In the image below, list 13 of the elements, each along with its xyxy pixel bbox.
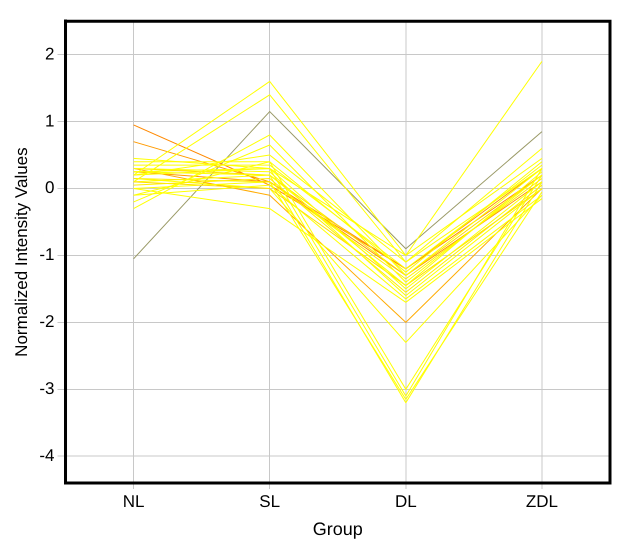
y-tick-label: -4	[39, 446, 55, 465]
x-tick-label: SL	[259, 492, 280, 511]
y-tick-label: -3	[39, 378, 55, 398]
y-tick-label: 1	[45, 111, 55, 130]
y-tick-label: -2	[39, 312, 55, 332]
y-tick-label: -1	[39, 245, 55, 264]
x-axis-title: Group	[312, 519, 363, 540]
y-tick-label: 0	[45, 178, 55, 198]
x-tick-label: ZDL	[526, 492, 558, 511]
x-tick-label: NL	[122, 492, 144, 511]
x-tick-label: DL	[394, 492, 417, 511]
y-tick-label: 2	[45, 44, 55, 64]
y-axis-title: Normalized Intensity Values	[12, 147, 31, 357]
